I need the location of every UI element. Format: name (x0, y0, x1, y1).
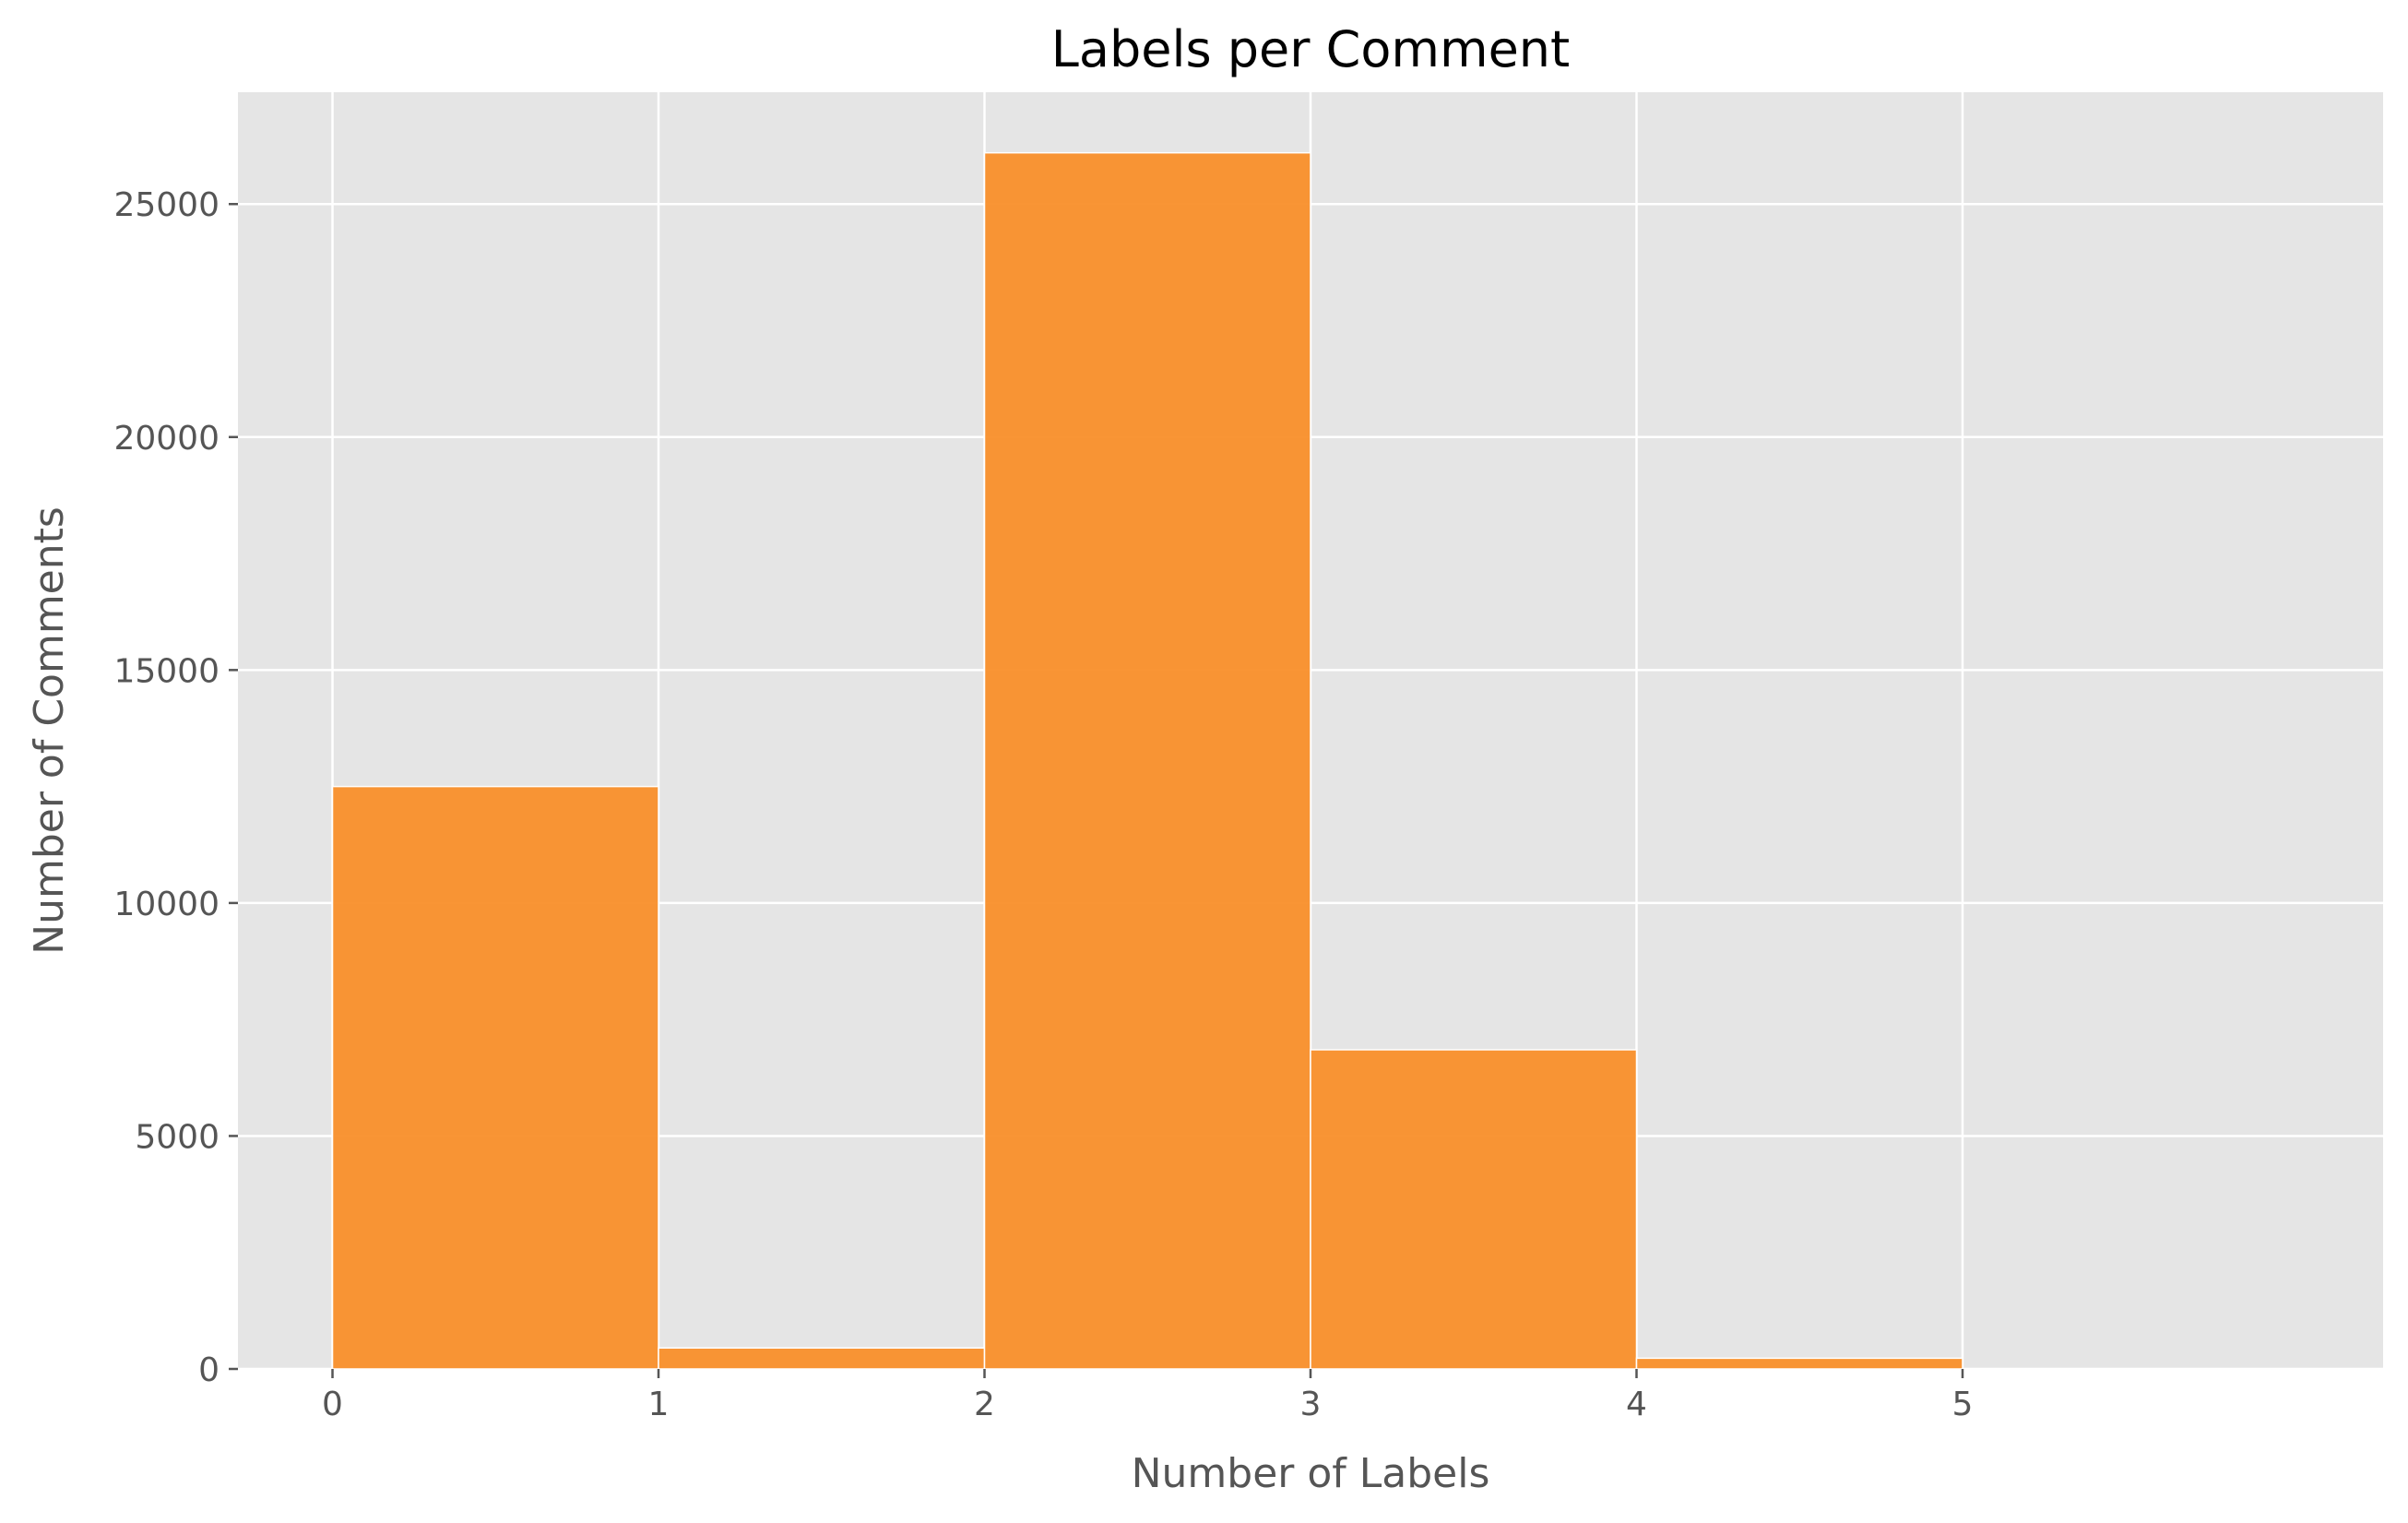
x-tick-label: 4 (1626, 1386, 1647, 1423)
histogram-bar-0 (331, 785, 659, 1370)
x-tick-label: 3 (1300, 1386, 1322, 1423)
x-tick-label: 0 (322, 1386, 343, 1423)
x-tick-label: 2 (974, 1386, 995, 1423)
histogram-bar-1 (658, 1347, 986, 1370)
y-axis-label: Number of Comments (26, 506, 73, 955)
histogram-bar-2 (983, 151, 1311, 1370)
histogram-bar-3 (1310, 1049, 1638, 1370)
y-tick-label: 25000 (113, 186, 219, 224)
y-tick-label: 10000 (113, 886, 219, 923)
y-tick-label: 5000 (135, 1118, 219, 1156)
histogram-bars (331, 151, 1963, 1370)
x-tick-label: 1 (648, 1386, 670, 1423)
y-axis-ticks: 0 5000 10000 15000 20000 25000 (113, 186, 238, 1389)
x-axis-label: Number of Labels (1132, 1450, 1490, 1497)
histogram-bar-4 (1635, 1357, 1963, 1370)
y-tick-label: 0 (198, 1351, 219, 1389)
y-tick-label: 15000 (113, 652, 219, 690)
chart-title: Labels per Comment (1051, 20, 1570, 78)
y-tick-label: 20000 (113, 420, 219, 458)
x-tick-label: 5 (1952, 1386, 1974, 1423)
x-axis-ticks: 0 1 2 3 4 5 (322, 1369, 1973, 1423)
